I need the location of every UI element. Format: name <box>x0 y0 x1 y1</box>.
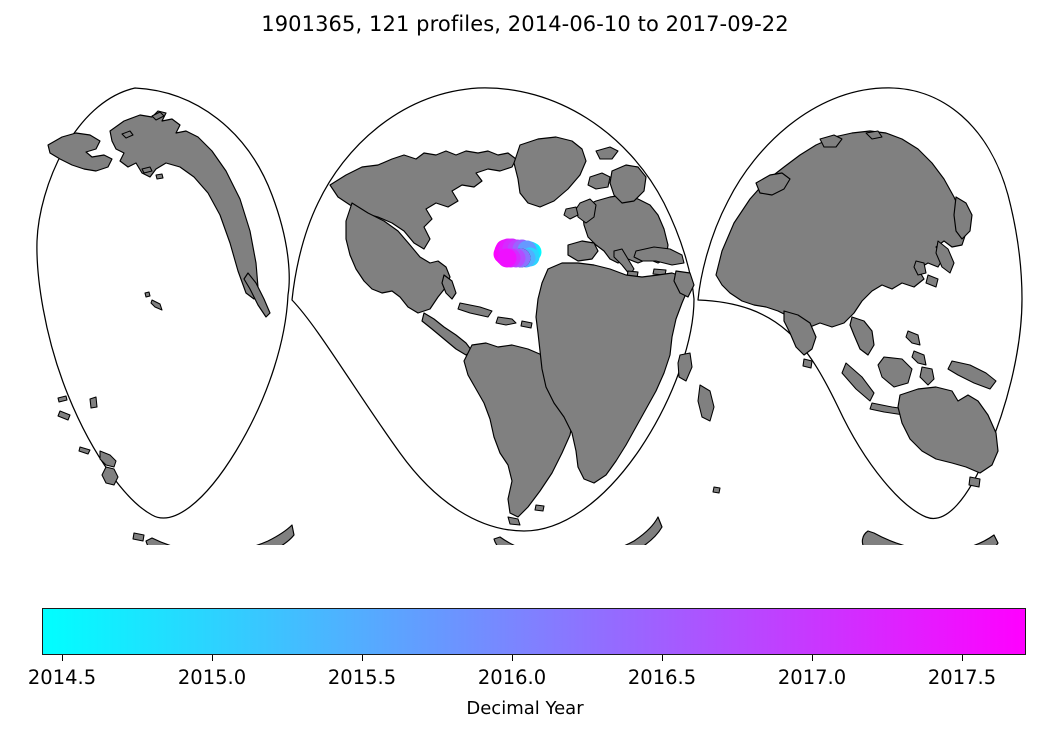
island-tasmania <box>968 476 981 488</box>
landmass-scandinavia-east <box>755 172 791 196</box>
pacific-lobe <box>36 87 295 545</box>
landmass-new-zealand-north <box>99 450 117 468</box>
eurasia-indo-pacific-lobe <box>697 87 1023 545</box>
island-ireland <box>563 206 579 220</box>
landmass-kamchatka <box>953 196 973 240</box>
page-title: 1901365, 121 profiles, 2014-06-10 to 201… <box>261 12 789 36</box>
landmass-new-zealand-south <box>101 466 119 486</box>
island-subantarctic <box>132 532 145 542</box>
colorbar-tick <box>362 655 364 661</box>
island-severnaya-zemlya <box>865 130 883 140</box>
island-borneo <box>877 356 913 388</box>
island-aleutian-a <box>141 166 153 174</box>
colorbar-tick <box>62 655 64 661</box>
center-lobe-outline <box>291 87 695 532</box>
island-novaya-zemlya <box>819 134 843 148</box>
landmass-australia <box>897 386 999 474</box>
landmass-balkans-turkey <box>633 246 685 266</box>
landmass-southeast-asia <box>849 316 875 356</box>
landmass-greenland <box>513 136 587 208</box>
island-sri-lanka <box>802 358 813 369</box>
landmass-korea <box>913 260 927 276</box>
island-micronesia-c <box>89 396 98 409</box>
island-bering-b <box>151 111 165 121</box>
island-indian-ocean-islet <box>712 486 721 494</box>
landmass-united-states-mexico <box>345 202 451 314</box>
colorbar-tick-label: 2016.5 <box>627 666 697 689</box>
landmass-northeast-siberia <box>47 132 113 172</box>
island-madagascar <box>697 384 715 422</box>
island-micronesia-b <box>57 410 71 421</box>
landmass-antarctica-pacific <box>145 524 295 545</box>
island-nz-stewart <box>78 446 91 455</box>
island-hispaniola <box>495 316 517 326</box>
colorbar-tick-label: 2015.0 <box>177 666 247 689</box>
island-cuba <box>457 302 493 318</box>
island-philippines-a <box>905 330 921 346</box>
americas-atlantic-africa-lobe <box>291 87 695 545</box>
island-philippines-b <box>911 350 927 366</box>
island-madagascar-partial <box>677 352 693 382</box>
island-new-guinea <box>947 360 997 390</box>
pacific-lobe-outline <box>36 87 290 519</box>
landmass-iberia <box>567 240 599 262</box>
landmass-antarctica-atlantic <box>493 516 663 545</box>
landmass-japan <box>935 240 955 274</box>
colorbar-tick-label: 2017.5 <box>927 666 997 689</box>
island-falkland <box>534 504 545 512</box>
island-puerto-rico <box>520 320 533 329</box>
landmass-florida <box>441 274 457 300</box>
island-hawaii-a <box>144 291 151 298</box>
landmass-india <box>783 310 817 356</box>
colorbar-tick-label: 2015.5 <box>327 666 397 689</box>
colorbar-tick <box>812 655 814 661</box>
island-sulawesi <box>919 366 935 386</box>
island-micronesia-a <box>57 395 68 403</box>
colorbar-tick <box>512 655 514 661</box>
colorbar-tick <box>962 655 964 661</box>
colorbar-axis-label: Decimal Year <box>466 698 584 719</box>
world-map <box>36 87 1023 545</box>
colorbar-gradient <box>42 608 1026 655</box>
island-iceland <box>587 172 611 190</box>
colorbar-tick-label: 2014.5 <box>27 666 97 689</box>
island-sumatra <box>841 362 875 402</box>
island-svalbard <box>595 146 619 160</box>
landmass-baja-tail <box>243 272 271 318</box>
landmass-arabia-partial <box>673 270 695 298</box>
landmass-scandinavia <box>609 164 647 204</box>
right-lobe-outline <box>697 87 1023 519</box>
island-bering-a <box>121 130 134 139</box>
landmass-canada <box>329 150 517 250</box>
landmass-alaska-west-canada <box>109 110 259 300</box>
landmass-antarctica-indian <box>861 530 999 545</box>
map-axes <box>0 55 1050 545</box>
island-aleutian-b <box>155 173 164 180</box>
island-tierra-del-fuego <box>507 516 521 526</box>
colorbar-tick-label: 2017.0 <box>777 666 847 689</box>
island-japan-south <box>925 274 939 288</box>
landmass-africa <box>535 262 689 484</box>
colorbar-tick-label: 2016.0 <box>477 666 547 689</box>
colorbar-tick <box>662 655 664 661</box>
colorbar-tick <box>212 655 214 661</box>
island-hawaii-b <box>150 299 163 311</box>
colorbar[interactable] <box>42 608 1026 655</box>
